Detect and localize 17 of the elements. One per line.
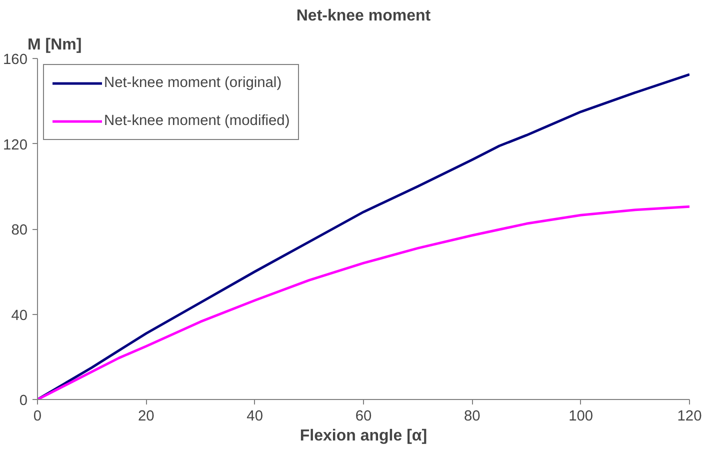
x-axis-title: Flexion angle [α] — [300, 428, 428, 444]
x-tick-label: 40 — [246, 408, 263, 424]
x-tick-label: 100 — [568, 408, 594, 424]
legend-label: Net-knee moment (original) — [104, 75, 282, 91]
y-tick-label: 40 — [11, 308, 28, 324]
x-tick-label: 20 — [138, 408, 154, 424]
x-tick-label: 120 — [677, 408, 702, 424]
y-axis-title: M [Nm] — [28, 36, 82, 54]
x-tick-label: 60 — [355, 408, 372, 424]
y-tick-label: 120 — [3, 137, 28, 154]
chart-title: Net-knee moment — [296, 8, 432, 24]
y-tick-label: 0 — [19, 393, 28, 409]
x-tick-label: 80 — [464, 408, 480, 424]
x-tick-label: 0 — [33, 408, 42, 424]
y-tick-label: 80 — [11, 222, 28, 238]
y-tick-label: 160 — [3, 52, 28, 68]
legend-label: Net-knee moment (modified) — [104, 113, 290, 129]
